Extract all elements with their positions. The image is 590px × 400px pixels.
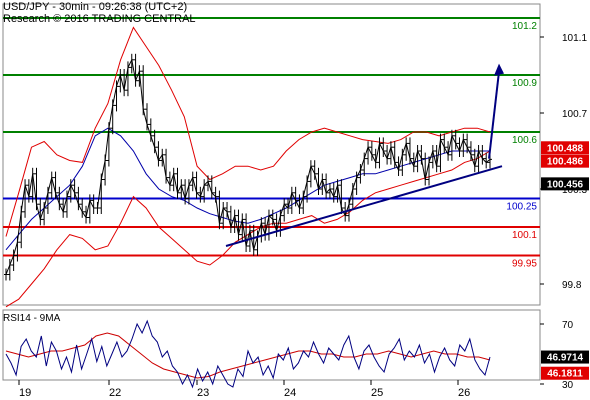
price-badge-text-100.486: 100.486 — [547, 157, 584, 168]
rsi-badge-text-46.1811: 46.1811 — [547, 369, 583, 380]
y-tick-label: 101.1 — [562, 33, 587, 44]
y-tick-label: 100.3 — [562, 185, 587, 196]
rsi-ma-line — [5, 332, 491, 379]
level-label-100.25: 100.25 — [506, 202, 537, 213]
bollinger-lower-line — [5, 150, 491, 308]
projection-arrow-shaft — [488, 71, 500, 159]
x-tick-label: 26 — [458, 387, 470, 399]
rsi-badge-46.1811 — [541, 366, 589, 380]
bollinger-upper-line — [5, 26, 491, 237]
y-tick-label: 100.7 — [562, 109, 587, 120]
price-badge-100.486 — [541, 154, 589, 168]
rsi-badge-text-46.9714: 46.9714 — [547, 353, 584, 364]
rsi-badge-46.9714 — [541, 350, 589, 364]
rsi-y-tick-label: 30 — [562, 380, 574, 391]
x-tick-label: 19 — [19, 387, 31, 399]
x-tick-label: 23 — [197, 387, 209, 399]
level-label-99.95: 99.95 — [512, 259, 537, 270]
price-badge-text-100.488: 100.488 — [547, 143, 584, 154]
chart-title: USD/JPY - 30min - 09:26:38 (UTC+2) — [3, 1, 188, 13]
price-badge-100.488 — [541, 141, 589, 155]
y-tick-label: 99.8 — [562, 280, 582, 291]
level-label-101.2: 101.2 — [512, 21, 537, 32]
price-badge-100.456 — [541, 177, 589, 191]
rsi-y-tick-label: 70 — [562, 320, 574, 331]
chart-copyright: Research © 2016 TRADING CENTRAL — [3, 13, 196, 25]
x-tick-label: 22 — [109, 387, 121, 399]
rsi-panel-title: RSI14 - 9MA — [3, 313, 61, 324]
rsi-line — [5, 319, 491, 389]
price-close-line — [5, 58, 491, 275]
x-tick-label: 25 — [371, 387, 383, 399]
moving-average-line — [5, 127, 490, 251]
projection-arrowhead — [494, 63, 504, 76]
x-tick-label: 24 — [284, 387, 296, 399]
price-badge-text-100.456: 100.456 — [547, 179, 584, 190]
level-label-100.1: 100.1 — [512, 230, 537, 241]
level-label-100.6: 100.6 — [512, 135, 537, 146]
rsi-panel-frame — [2, 309, 541, 381]
level-label-100.9: 100.9 — [512, 78, 537, 89]
support-trendline — [225, 165, 503, 247]
